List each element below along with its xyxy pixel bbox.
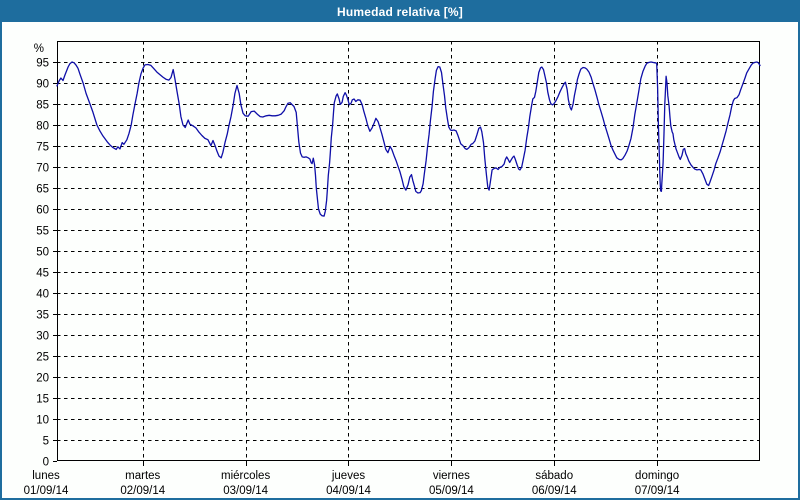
- svg-text:45: 45: [36, 268, 49, 280]
- day-date-label: 03/09/14: [223, 485, 268, 497]
- day-name-label: viernes: [433, 470, 470, 482]
- day-name-label: sábado: [535, 470, 573, 482]
- day-date-label: 04/09/14: [326, 485, 371, 497]
- svg-text:55: 55: [36, 226, 49, 238]
- day-date-label: 07/09/14: [635, 485, 680, 497]
- svg-text:20: 20: [36, 373, 49, 385]
- svg-text:40: 40: [36, 289, 49, 301]
- svg-text:70: 70: [36, 163, 49, 175]
- svg-text:60: 60: [36, 205, 49, 217]
- y-axis-unit: %: [34, 43, 44, 55]
- window-title: Humedad relativa [%]: [336, 5, 464, 19]
- svg-text:30: 30: [36, 331, 49, 343]
- svg-text:15: 15: [36, 394, 49, 406]
- svg-text:35: 35: [36, 310, 49, 322]
- plot-border: [57, 41, 760, 461]
- y-axis-labels: 0 5 10 15 20 25 30 35 40 45 50 55 60 65 70 75 80 85 90 95%: [34, 43, 49, 469]
- day-name-label: domingo: [635, 470, 679, 482]
- day-name-label: miércoles: [221, 470, 270, 482]
- day-date-label: 01/09/14: [24, 485, 69, 497]
- svg-text:75: 75: [36, 142, 49, 154]
- humidity-line: [56, 61, 761, 217]
- svg-text:95: 95: [36, 58, 49, 70]
- titlebar: Humedad relativa [%]: [2, 2, 798, 22]
- grid: [53, 41, 760, 466]
- svg-text:25: 25: [36, 352, 49, 364]
- x-axis-labels: lunes 01/09/14 martes 02/09/14 miércoles 03/0…: [24, 470, 680, 497]
- svg-text:80: 80: [36, 121, 49, 133]
- svg-text:0: 0: [43, 457, 49, 469]
- day-name-label: jueves: [331, 470, 365, 482]
- svg-text:50: 50: [36, 247, 49, 259]
- day-date-label: 06/09/14: [532, 485, 577, 497]
- day-date-label: 05/09/14: [429, 485, 474, 497]
- svg-text:85: 85: [36, 100, 49, 112]
- day-date-label: 02/09/14: [120, 485, 165, 497]
- svg-text:5: 5: [43, 436, 49, 448]
- day-name-label: lunes: [32, 470, 60, 482]
- svg-text:10: 10: [36, 415, 49, 427]
- svg-text:65: 65: [36, 184, 49, 196]
- day-name-label: martes: [125, 470, 160, 482]
- svg-text:90: 90: [36, 79, 49, 91]
